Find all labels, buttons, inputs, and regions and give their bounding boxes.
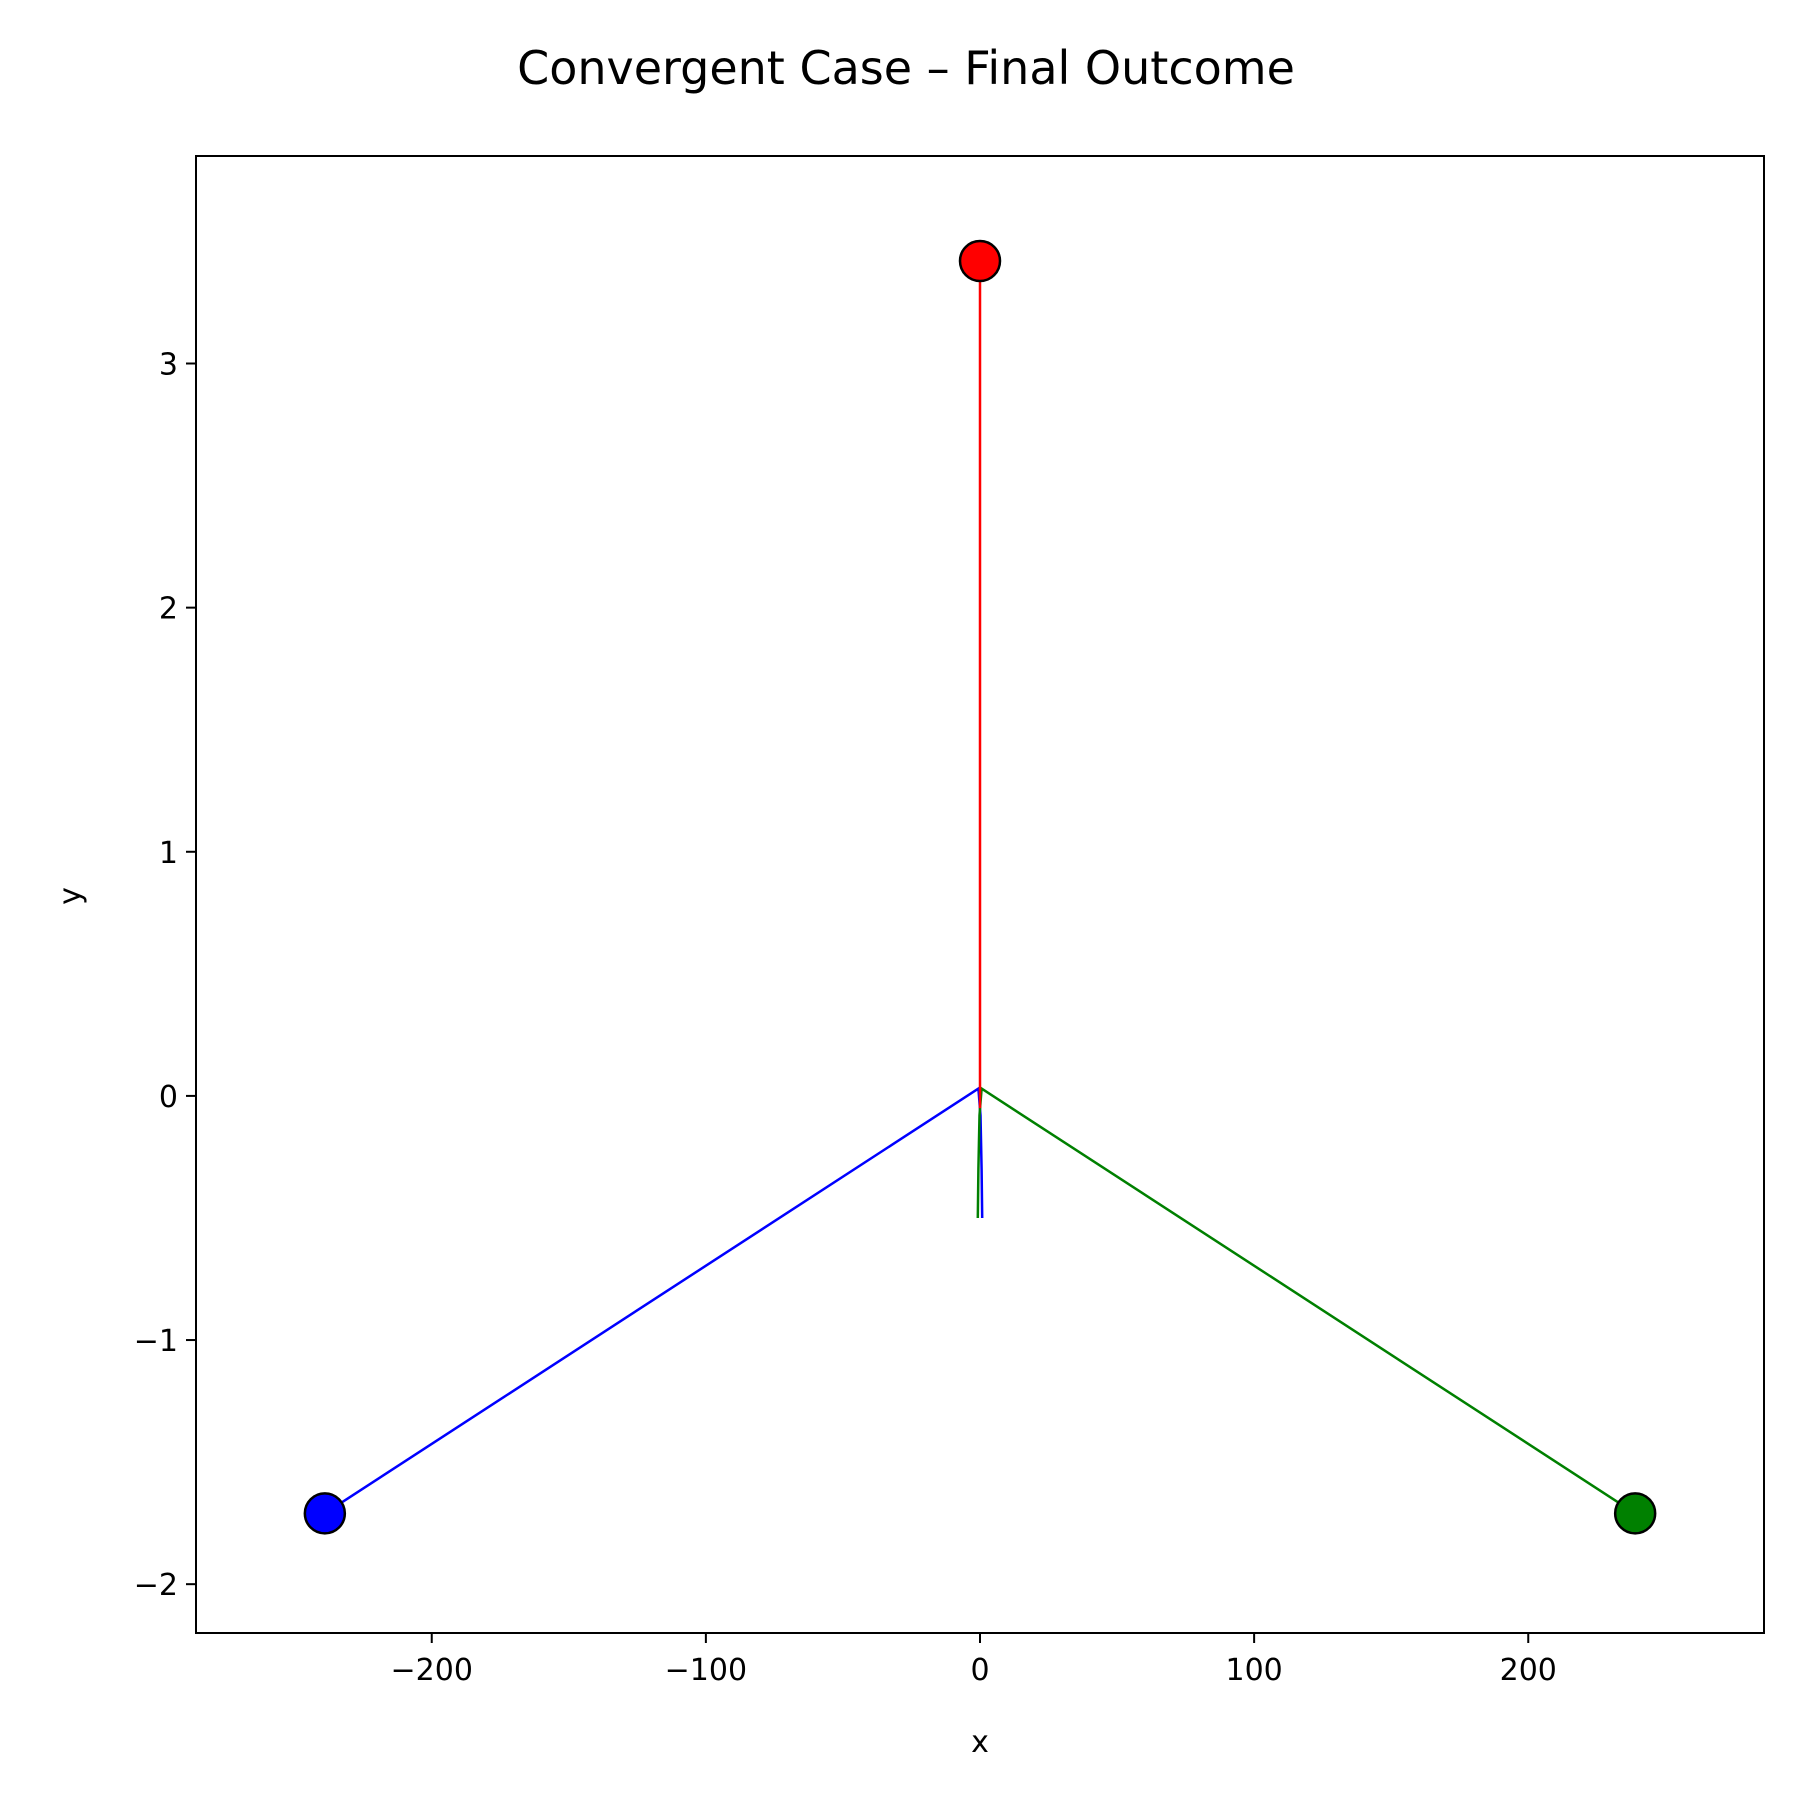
endpoint-marker-green: [1613, 1492, 1657, 1535]
y-tick-label: −1: [134, 1324, 178, 1359]
y-axis-label: y: [53, 887, 88, 905]
endpoint-marker-red: [958, 239, 1002, 283]
series-line-blue: [324, 1086, 984, 1515]
series-layer: [324, 261, 1636, 1515]
x-tick-label: 0: [970, 1653, 989, 1688]
y-tick-label: 3: [159, 348, 178, 383]
y-tick-label: 1: [159, 836, 178, 871]
x-axis-ticks: −200 −100 0 100 200: [391, 1633, 1557, 1688]
x-tick-label: 200: [1500, 1653, 1557, 1688]
x-tick-label: 100: [1225, 1653, 1282, 1688]
y-tick-label: 2: [159, 592, 178, 627]
x-tick-label: −100: [665, 1653, 747, 1688]
x-axis-label: x: [971, 1725, 989, 1760]
y-tick-label: 0: [159, 1080, 178, 1115]
y-axis-ticks: −2 −1 0 1 2 3: [134, 348, 196, 1603]
chart-title: Convergent Case – Final Outcome: [517, 41, 1295, 95]
x-tick-label: −200: [391, 1653, 473, 1688]
series-line-green: [976, 1086, 1636, 1515]
endpoint-marker-blue: [303, 1492, 347, 1535]
y-tick-label: −2: [134, 1568, 178, 1603]
marker-layer: [303, 239, 1657, 1535]
